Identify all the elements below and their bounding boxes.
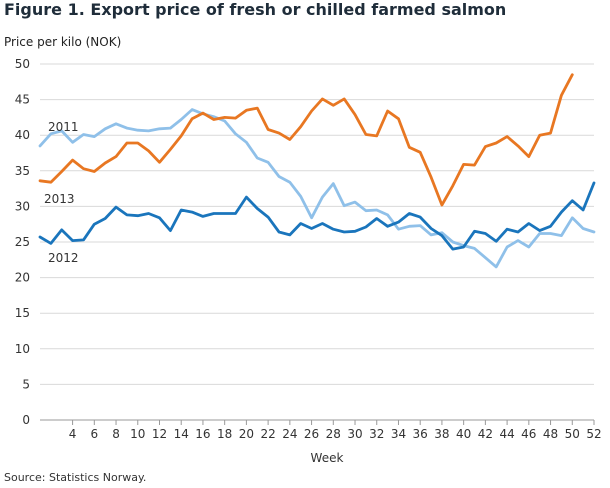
series-lines (38, 73, 596, 269)
x-tick-label: 42 (478, 427, 493, 441)
x-tick-label: 14 (174, 427, 189, 441)
x-tick-label: 44 (499, 427, 514, 441)
x-tick-label: 22 (260, 427, 275, 441)
source-note: Source: Statistics Norway. (4, 471, 147, 484)
x-tick-label: 18 (217, 427, 232, 441)
y-tick-label: 25 (15, 235, 30, 249)
y-tick-label: 20 (15, 271, 30, 285)
x-tick-label: 50 (565, 427, 580, 441)
x-tick-label: 38 (434, 427, 449, 441)
x-tick-label: 30 (347, 427, 362, 441)
x-tick-label: 36 (413, 427, 428, 441)
x-tick-label: 8 (112, 427, 120, 441)
series-annotation-2013: 2013 (44, 192, 75, 206)
series-annotation-2012: 2012 (48, 251, 79, 265)
y-tick-label: 0 (22, 413, 30, 427)
y-tick-label: 30 (15, 199, 30, 213)
y-tick-label: 40 (15, 128, 30, 142)
x-tick-label: 26 (304, 427, 319, 441)
series-annotations: 2011 2013 2012 (44, 120, 79, 265)
y-tick-label: 50 (15, 57, 30, 71)
x-tick-labels: 4 6 8 10 12 14 16 18 20 22 24 26 28 30 32 34 36 38 40 42 44 4… (69, 427, 602, 441)
gridlines (40, 63, 595, 425)
y-tick-label: 45 (15, 93, 30, 107)
y-tick-label: 10 (15, 342, 30, 356)
x-tick-label: 24 (282, 427, 297, 441)
x-tick-label: 4 (69, 427, 77, 441)
x-tick-label: 34 (391, 427, 406, 441)
x-tick-label: 6 (90, 427, 98, 441)
x-tick-label: 16 (195, 427, 210, 441)
x-tick-label: 46 (521, 427, 536, 441)
y-axis-label: Price per kilo (NOK) (4, 35, 122, 49)
series-line-2011 (38, 108, 596, 269)
x-tick-label: 20 (239, 427, 254, 441)
x-tick-label: 32 (369, 427, 384, 441)
x-tick-label: 12 (152, 427, 167, 441)
y-tick-label: 35 (15, 164, 30, 178)
series-line-2013 (38, 73, 574, 207)
y-tick-labels: 0 5 10 15 20 25 30 35 40 45 50 (15, 57, 30, 427)
series-annotation-2011: 2011 (48, 120, 79, 134)
x-tick-label: 48 (543, 427, 558, 441)
x-tick-label: 40 (456, 427, 471, 441)
x-tick-label: 52 (586, 427, 601, 441)
y-tick-label: 5 (22, 377, 30, 391)
x-axis-label: Week (311, 451, 344, 465)
y-tick-label: 15 (15, 306, 30, 320)
x-tick-label: 10 (130, 427, 145, 441)
x-tick-label: 28 (326, 427, 341, 441)
chart-title: Figure 1. Export price of fresh or chill… (4, 0, 507, 19)
series-line-2012 (38, 181, 596, 251)
